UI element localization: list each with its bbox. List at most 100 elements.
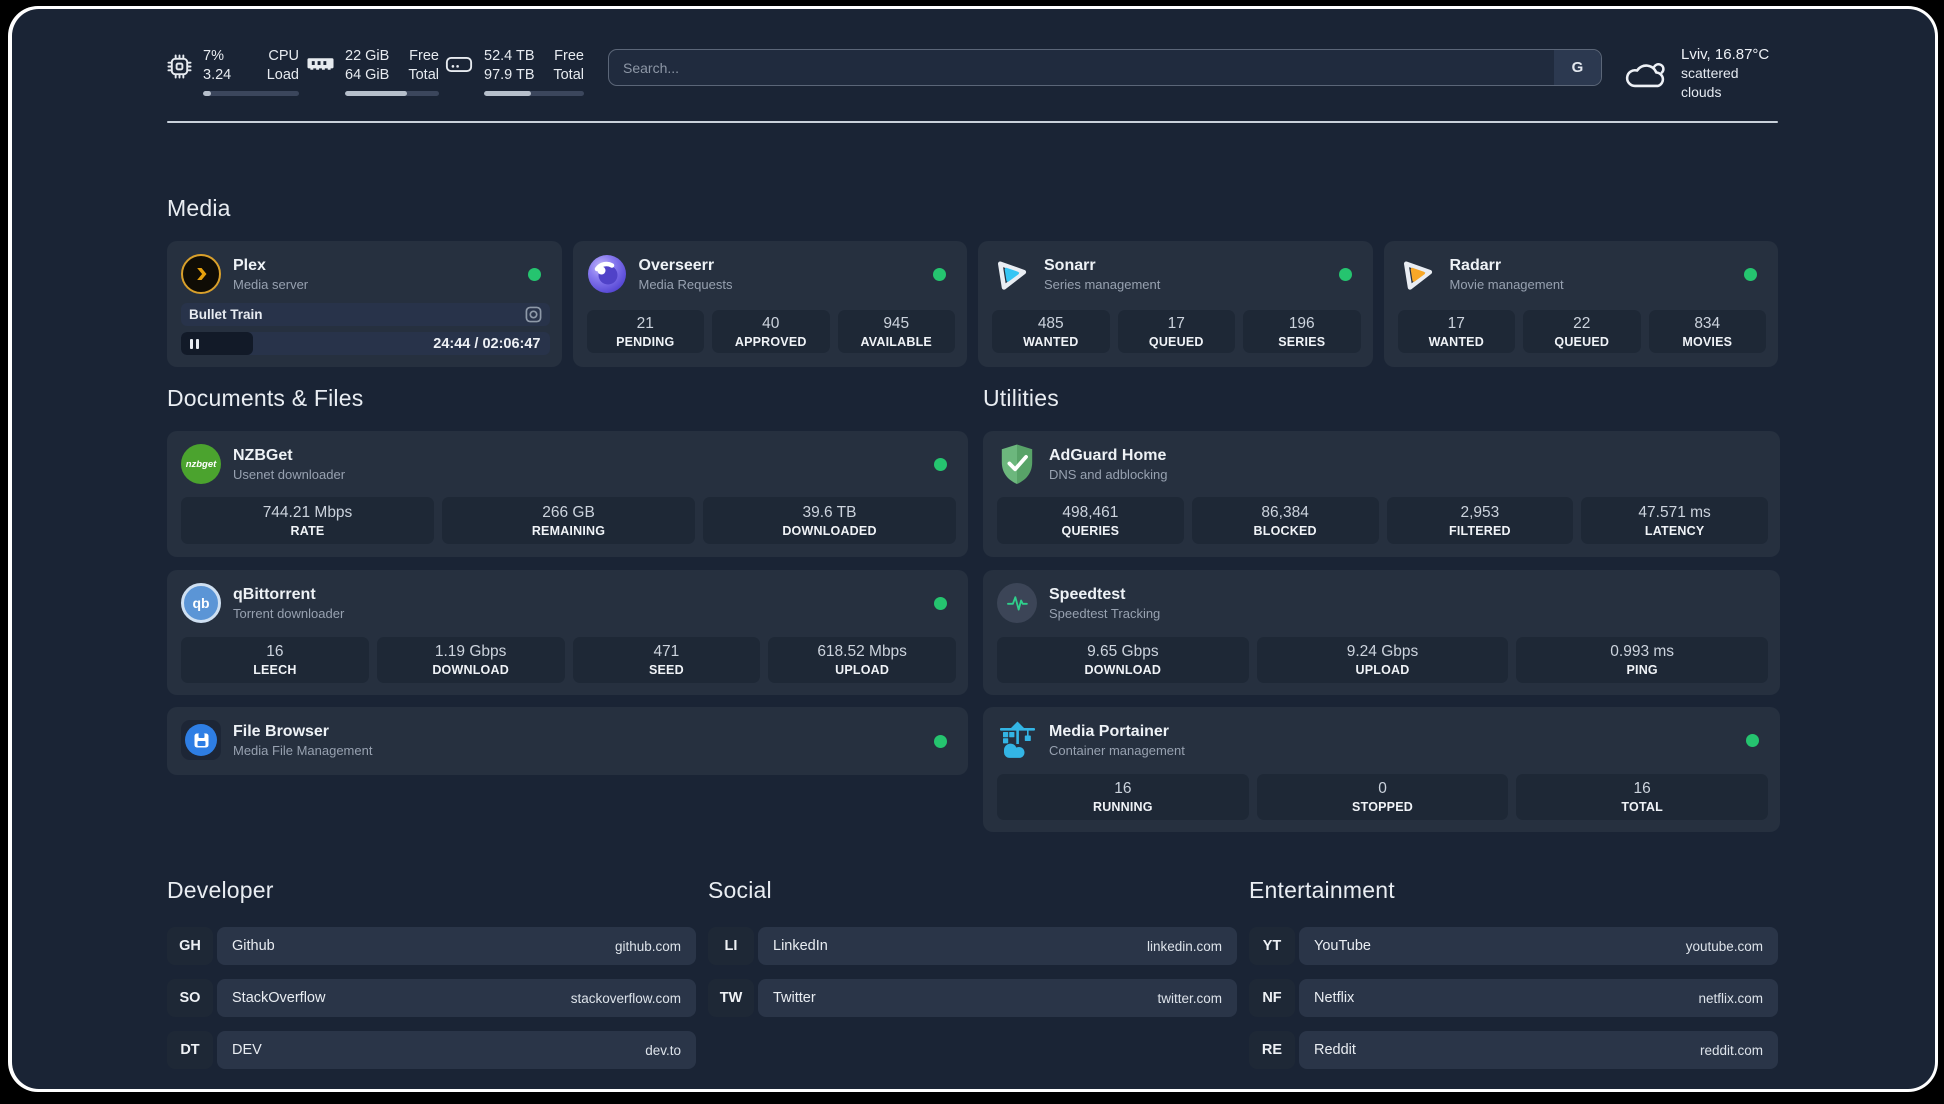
stat-upload: 9.24 Gbps UPLOAD bbox=[1256, 637, 1509, 683]
bookmark-abbr: YT bbox=[1249, 927, 1295, 965]
stat-latency: 47.571 ms LATENCY bbox=[1581, 497, 1768, 544]
memory-labels: Free Total bbox=[408, 48, 439, 83]
app-title: File Browser bbox=[233, 722, 330, 740]
bookmark-linkedin[interactable]: LI LinkedIn linkedin.com bbox=[708, 927, 1237, 965]
media-card-row: Plex Media server Bullet Train 24:44 / 0… bbox=[167, 241, 1778, 367]
app-card-adguard[interactable]: AdGuard Home DNS and adblocking 498,461 … bbox=[983, 431, 1780, 557]
top-bar: 7% 3.24 CPU Load 22 bbox=[167, 39, 1778, 101]
disk-stat-widget: 52.4 TB 97.9 TB Free Total bbox=[445, 47, 584, 96]
speedtest-icon bbox=[997, 583, 1037, 623]
memory-values: 22 GiB 64 GiB bbox=[345, 48, 390, 83]
bookmark-dev[interactable]: DT DEV dev.to bbox=[167, 1031, 696, 1069]
weather-condition: scattered clouds bbox=[1681, 65, 1739, 100]
app-card-portainer[interactable]: Media Portainer Container management 16 … bbox=[983, 707, 1780, 832]
stat-filtered: 2,953 FILTERED bbox=[1386, 497, 1574, 544]
bookmark-twitter[interactable]: TW Twitter twitter.com bbox=[708, 979, 1237, 1017]
cpu-values: 7% 3.24 bbox=[203, 48, 232, 83]
status-dot bbox=[934, 597, 947, 610]
app-subtitle: Usenet downloader bbox=[233, 466, 346, 482]
app-subtitle: Speedtest Tracking bbox=[1049, 605, 1161, 621]
cpu-progress-bar bbox=[203, 91, 299, 96]
bookmark-name: Reddit bbox=[1314, 1042, 1356, 1058]
bookmark-github[interactable]: GH Github github.com bbox=[167, 927, 696, 965]
section-heading-media: Media bbox=[167, 195, 231, 221]
app-card-nzbget[interactable]: nzbget NZBGet Usenet downloader 744.21 M… bbox=[167, 431, 968, 557]
stat-queued: 17 QUEUED bbox=[1117, 310, 1235, 353]
bookmark-stackoverflow[interactable]: SO StackOverflow stackoverflow.com bbox=[167, 979, 696, 1017]
bookmark-abbr: DT bbox=[167, 1031, 213, 1069]
stat-seed: 471 SEED bbox=[572, 637, 761, 683]
bookmark-abbr: TW bbox=[708, 979, 754, 1017]
stat-leech: 16 LEECH bbox=[181, 637, 369, 683]
bookmark-column-social: LI LinkedIn linkedin.com TW Twitter twit… bbox=[708, 927, 1237, 1069]
stat-series: 196 SERIES bbox=[1243, 310, 1361, 353]
section-heading-entertainment: Entertainment bbox=[1249, 877, 1395, 903]
app-card-plex[interactable]: Plex Media server Bullet Train 24:44 / 0… bbox=[167, 241, 562, 367]
stat-download: 1.19 Gbps DOWNLOAD bbox=[376, 637, 565, 683]
weather-widget: Lviv, 16.87°C scattered clouds bbox=[1623, 45, 1778, 102]
app-card-speedtest[interactable]: Speedtest Speedtest Tracking 9.65 Gbps D… bbox=[983, 570, 1780, 695]
disk-icon bbox=[445, 54, 473, 75]
status-dot bbox=[1746, 734, 1759, 747]
status-dot bbox=[933, 268, 946, 281]
cpu-labels: CPU Load bbox=[266, 48, 299, 83]
app-card-sonarr[interactable]: Sonarr Series management 485 WANTED 17 Q… bbox=[978, 241, 1373, 367]
plex-icon bbox=[181, 254, 221, 294]
stat-pending: 21 PENDING bbox=[586, 310, 704, 353]
header-divider bbox=[167, 121, 1778, 123]
bookmark-url: reddit.com bbox=[1699, 1042, 1763, 1058]
portainer-icon bbox=[997, 720, 1037, 760]
bookmark-name: YouTube bbox=[1314, 938, 1371, 954]
stat-approved: 40 APPROVED bbox=[712, 310, 830, 353]
stat-wanted: 17 WANTED bbox=[1397, 310, 1515, 353]
app-subtitle: Media server bbox=[233, 276, 309, 292]
qbittorrent-icon: qb bbox=[181, 583, 221, 623]
now-playing-row: Bullet Train bbox=[181, 303, 550, 326]
nzbget-icon: nzbget bbox=[181, 444, 221, 484]
disk-values: 52.4 TB 97.9 TB bbox=[484, 48, 535, 83]
bookmark-netflix[interactable]: NF Netflix netflix.com bbox=[1249, 979, 1778, 1017]
stat-upload: 618.52 Mbps UPLOAD bbox=[768, 637, 956, 683]
app-card-filebrowser[interactable]: File Browser Media File Management bbox=[167, 707, 968, 775]
app-title: Sonarr bbox=[1044, 256, 1096, 274]
bookmark-url: youtube.com bbox=[1685, 938, 1763, 954]
pause-button[interactable] bbox=[181, 338, 199, 349]
overseerr-icon bbox=[587, 254, 627, 294]
app-subtitle: Torrent downloader bbox=[233, 605, 345, 621]
stat-rate: 744.21 Mbps RATE bbox=[181, 497, 434, 544]
stat-running: 16 RUNNING bbox=[997, 774, 1249, 820]
app-card-qbittorrent[interactable]: qb qBittorrent Torrent downloader 16 LEE… bbox=[167, 570, 968, 695]
stat-queries: 498,461 QUERIES bbox=[997, 497, 1184, 544]
search-input[interactable] bbox=[609, 59, 1554, 76]
bookmark-name: Twitter bbox=[773, 990, 816, 1006]
cloud-icon bbox=[1623, 57, 1668, 91]
status-dot bbox=[934, 458, 947, 471]
app-subtitle: Container management bbox=[1049, 742, 1185, 758]
bookmark-name: LinkedIn bbox=[773, 938, 828, 954]
status-dot bbox=[1744, 268, 1757, 281]
app-card-overseerr[interactable]: Overseerr Media Requests 21 PENDING 40 A… bbox=[572, 241, 967, 367]
bookmark-abbr: GH bbox=[167, 927, 213, 965]
bookmark-youtube[interactable]: YT YouTube youtube.com bbox=[1249, 927, 1778, 965]
search-engine-button[interactable]: G bbox=[1554, 50, 1601, 85]
app-card-radarr[interactable]: Radarr Movie management 17 WANTED 22 QUE… bbox=[1383, 241, 1778, 367]
status-dot bbox=[934, 735, 947, 748]
bookmark-abbr: RE bbox=[1249, 1031, 1295, 1069]
bookmark-url: dev.to bbox=[645, 1042, 681, 1058]
stat-movies: 834 MOVIES bbox=[1648, 310, 1766, 353]
app-title: AdGuard Home bbox=[1049, 446, 1167, 464]
bookmark-abbr: SO bbox=[167, 979, 213, 1017]
app-subtitle: Movie management bbox=[1449, 276, 1564, 292]
now-playing-title: Bullet Train bbox=[189, 307, 263, 322]
bookmark-reddit[interactable]: RE Reddit reddit.com bbox=[1249, 1031, 1778, 1069]
app-title: Overseerr bbox=[638, 256, 715, 274]
dashboard-panel: 7% 3.24 CPU Load 22 bbox=[12, 9, 1935, 1089]
bookmark-url: twitter.com bbox=[1157, 990, 1222, 1006]
adguard-icon bbox=[997, 444, 1037, 484]
playback-seekbar: 24:44 / 02:06:47 bbox=[181, 332, 550, 355]
stat-downloaded: 39.6 TB DOWNLOADED bbox=[703, 497, 956, 544]
search-bar[interactable]: G bbox=[608, 49, 1602, 86]
bookmark-url: netflix.com bbox=[1698, 990, 1763, 1006]
video-icon bbox=[525, 306, 542, 323]
bookmark-column-developer: GH Github github.com SO StackOverflow st… bbox=[167, 927, 696, 1069]
